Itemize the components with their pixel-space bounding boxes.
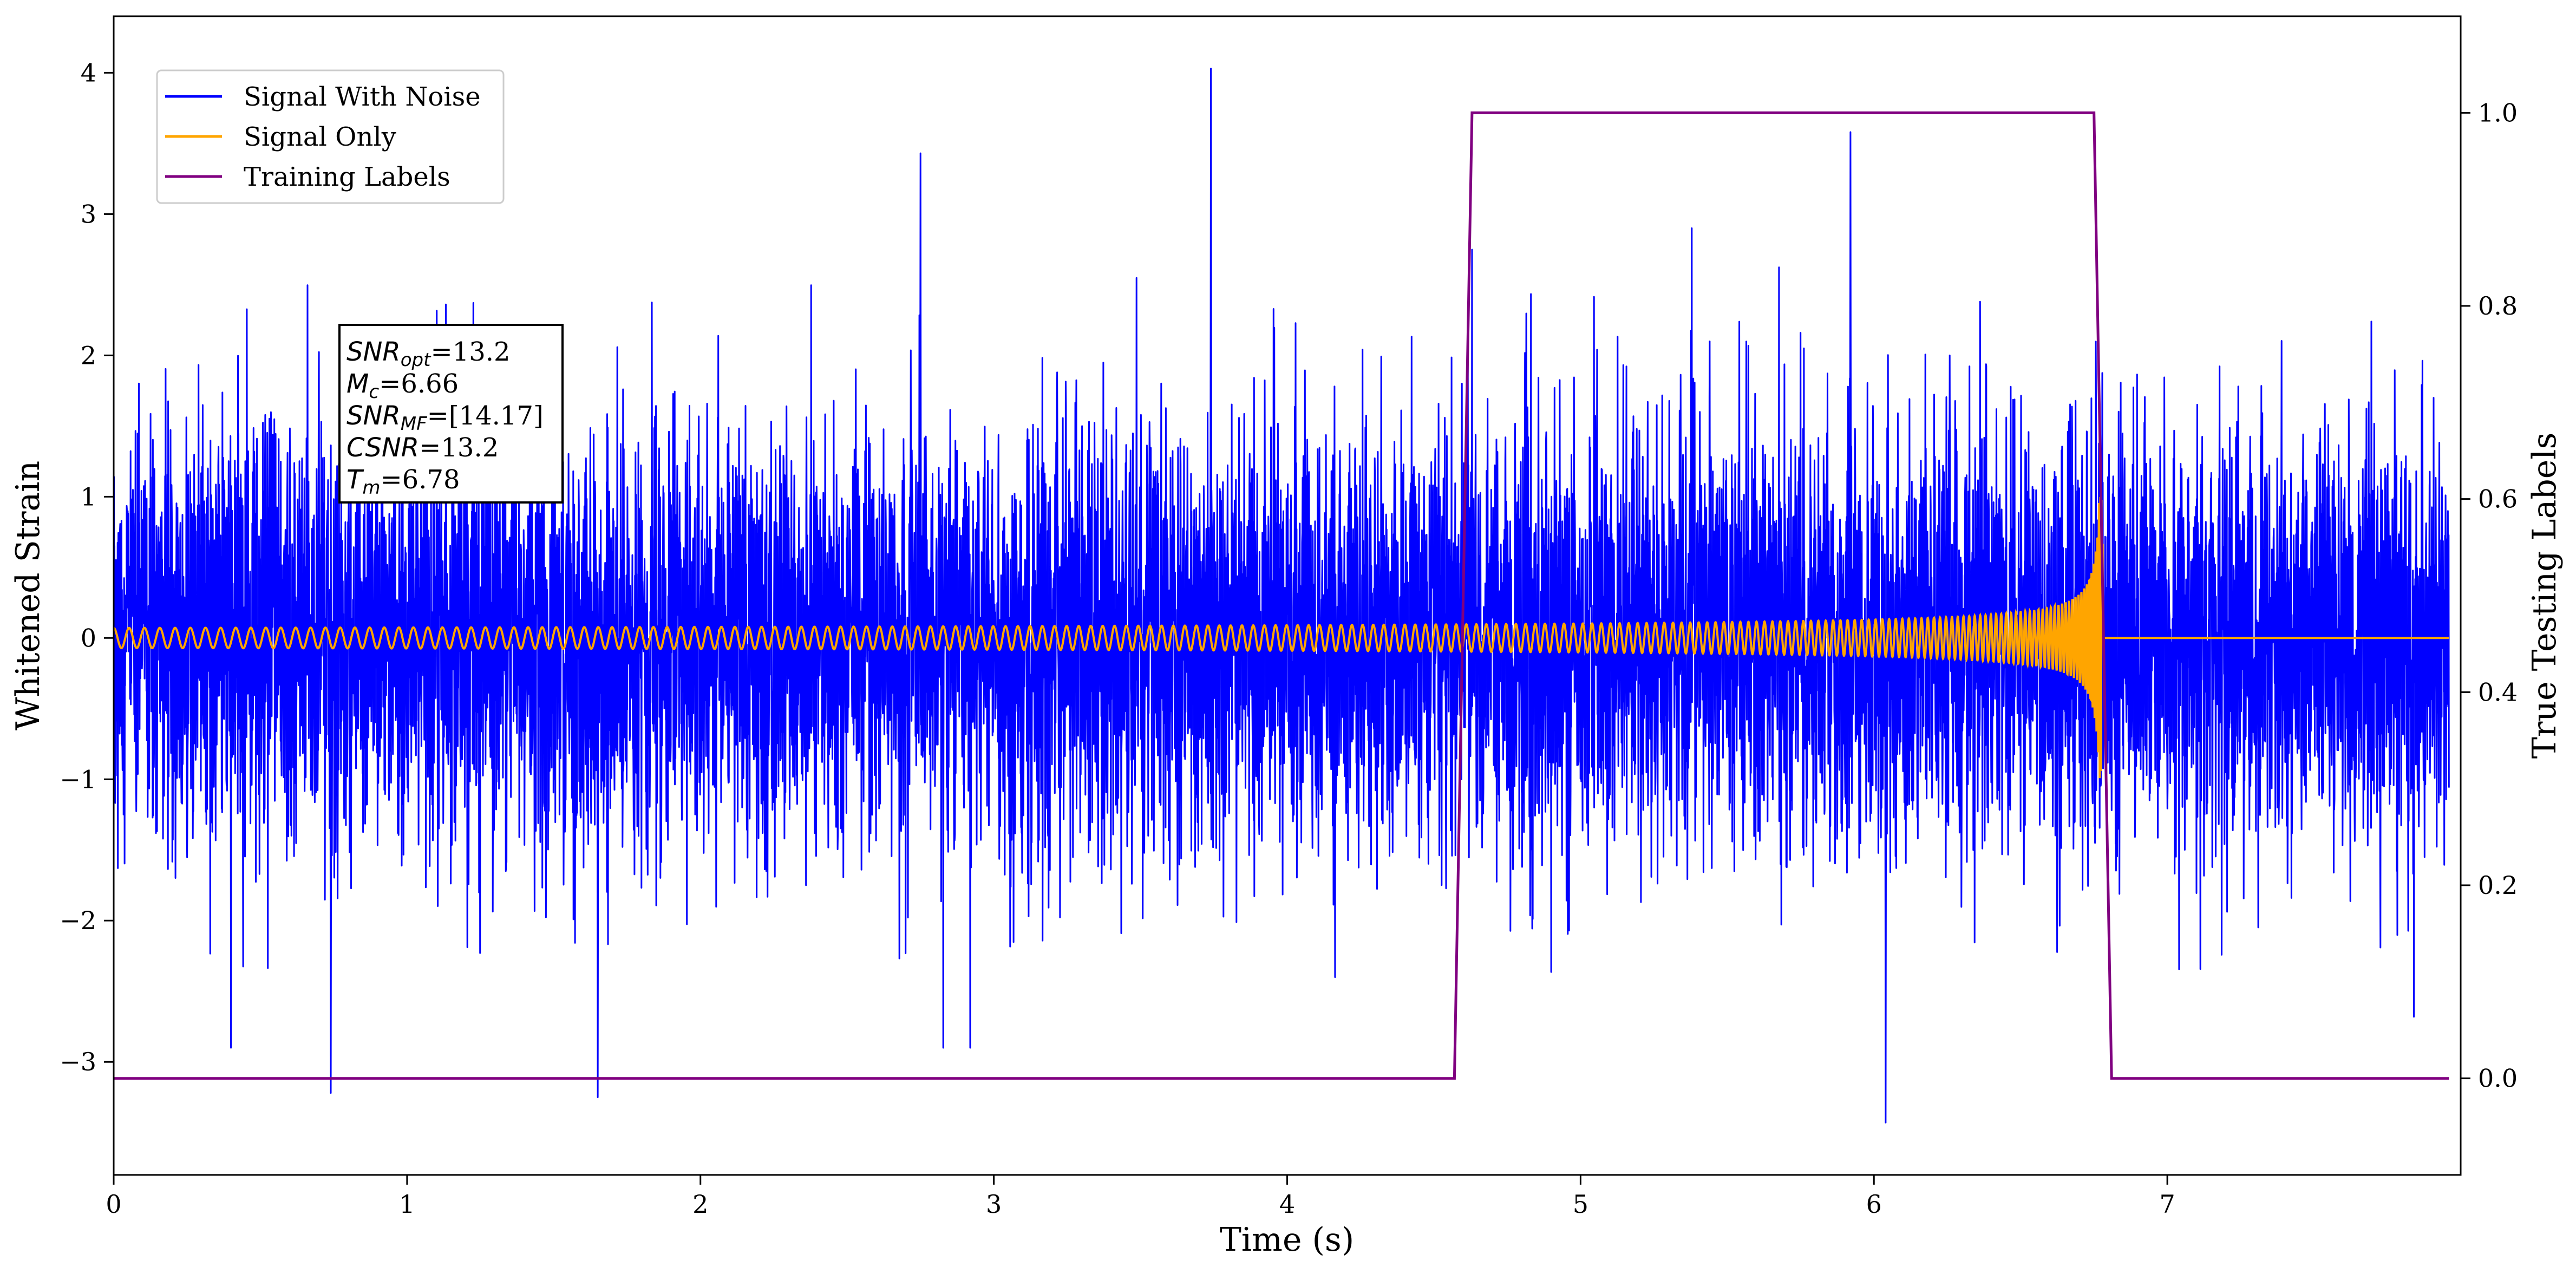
y-tick-label: −1 [60,765,96,794]
legend-label-training-labels: Training Labels [244,162,450,192]
y2-tick-label: 0.8 [2478,291,2518,321]
x-tick-label: 5 [1573,1190,1588,1219]
y2-tick-label: 0.4 [2478,677,2518,707]
y-tick-label: 0 [81,623,96,652]
y-axis-right: 0.0 0.2 0.4 0.6 0.8 1.0 [2461,98,2518,1093]
series-training-labels [114,111,2449,1080]
y2-tick-label: 0.6 [2478,485,2518,514]
x-tick-label: 4 [1279,1190,1295,1219]
x-tick-label: 6 [1866,1190,1882,1219]
noise-series-layer [114,68,2450,1123]
y-axis-left: −3 −2 −1 0 1 2 3 4 [60,58,114,1076]
annotation-line: CSNR=13.2 [346,433,499,463]
x-tick-label: 1 [399,1190,415,1219]
legend: Signal With Noise Signal Only Training L… [156,69,505,204]
x-tick-label: 2 [692,1190,708,1219]
y-tick-label: −3 [60,1047,96,1076]
y2-tick-label: 0.0 [2478,1064,2518,1093]
legend-box [156,69,505,204]
parameter-annotation: SNRopt=13.2Mc=6.66SNRMF=[14.17]CSNR=13.2… [338,324,564,504]
annotation-line: Tm=6.78 [346,465,460,499]
annotation-line: SNRMF=[14.17] [346,401,544,435]
x-axis-title: Time (s) [1220,1221,1354,1259]
y-tick-label: 1 [81,482,96,511]
annotation-line: Mc=6.66 [346,369,459,403]
y2-axis-title: True Testing Labels [2526,433,2564,759]
y-tick-label: −2 [60,906,96,935]
legend-label-signal-only: Signal Only [244,122,396,152]
y-tick-label: 4 [81,58,96,87]
x-axis: 0 1 2 3 4 5 6 7 [106,1175,2175,1219]
y2-tick-label: 0.2 [2478,871,2518,900]
y-axis-title: Whitened Strain [9,461,47,730]
label-series-layer [114,111,2449,1080]
y-tick-label: 2 [81,341,96,370]
annotation-box [338,324,564,504]
series-signal-with-noise [114,68,2450,1123]
x-tick-label: 3 [986,1190,1002,1219]
series-signal-only [114,496,2449,779]
annotation-line: SNRopt=13.2 [346,337,511,371]
y-tick-label: 3 [81,199,96,228]
y2-tick-label: 1.0 [2478,98,2518,127]
legend-label-signal-with-noise: Signal With Noise [244,82,481,112]
x-tick-label: 0 [106,1190,121,1219]
x-tick-label: 7 [2159,1190,2175,1219]
signal-series-layer [114,496,2449,779]
